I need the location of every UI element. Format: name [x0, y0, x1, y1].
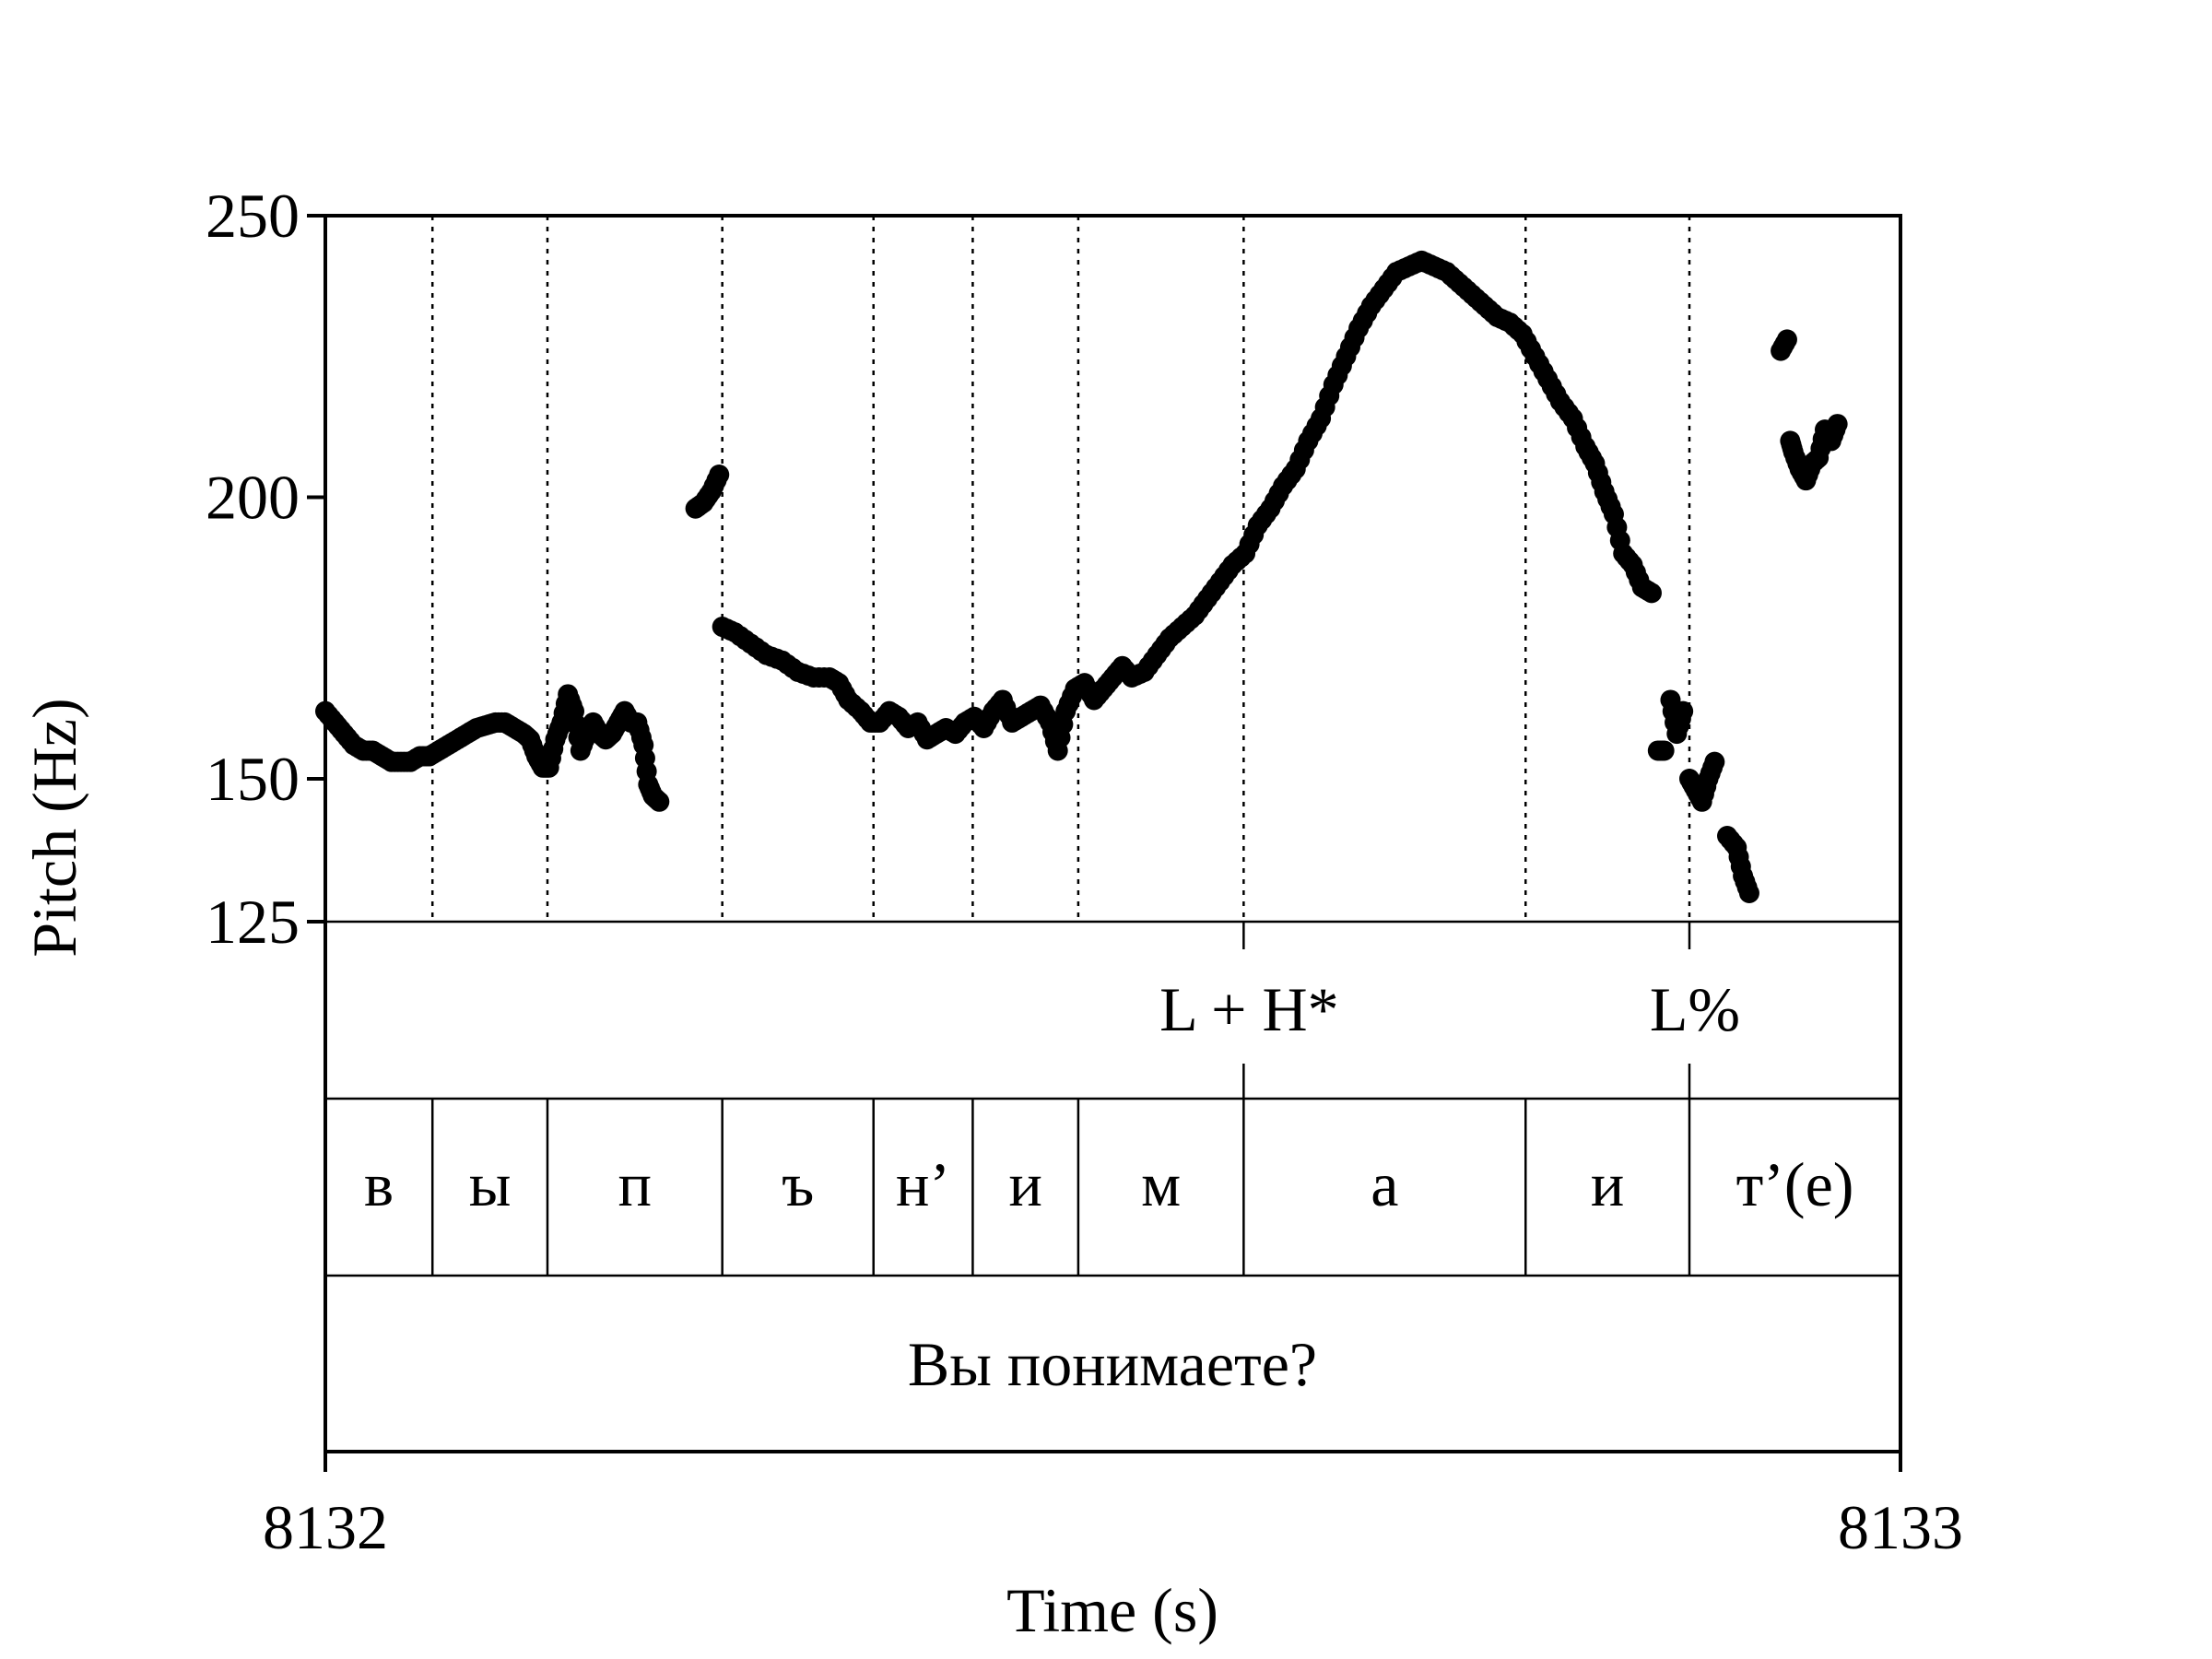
segment-tier-dividers — [430, 1099, 1691, 1276]
pitch-point — [1776, 329, 1797, 350]
segment-label: м — [1141, 1149, 1181, 1219]
segment-label: н’ — [896, 1149, 950, 1219]
segment-label: ы — [469, 1149, 512, 1219]
x-tick-label-end: 8133 — [1838, 1492, 1963, 1562]
pitch-points — [315, 250, 1848, 903]
tone-label: L% — [1650, 974, 1740, 1044]
pitch-point — [1673, 700, 1694, 722]
pitch-point — [1653, 740, 1675, 761]
y-tick-label: 125 — [206, 887, 300, 957]
pitch-point — [1641, 582, 1662, 604]
pitch-point — [1704, 751, 1725, 772]
pitch-point — [649, 791, 670, 812]
y-tick-label: 200 — [206, 463, 300, 533]
pitch-point — [1827, 414, 1848, 435]
segment-label: п — [618, 1149, 652, 1219]
segment-label: а — [1371, 1149, 1398, 1219]
frame-box — [324, 214, 1902, 1453]
chart-frame — [324, 214, 1902, 1472]
segment-label: т’(е) — [1736, 1149, 1854, 1219]
y-axis-ticks: 125 150 200 250 — [206, 181, 325, 957]
y-tick-label: 150 — [206, 744, 300, 814]
tone-labels: L + H* L% — [1159, 974, 1740, 1044]
segment-boundary-lines — [430, 216, 1691, 922]
y-tick-label: 250 — [206, 181, 300, 251]
tone-tier-ticks — [1242, 922, 1691, 1099]
sentence-label: Вы понимаете? — [908, 1329, 1317, 1399]
segment-label: и — [1008, 1149, 1041, 1219]
segment-labels: в ы п ъ н’ и м а и т’(е) — [364, 1149, 1853, 1219]
segment-label: в — [364, 1149, 394, 1219]
pitch-point — [709, 465, 730, 486]
y-axis-label: Pitch (Hz) — [19, 698, 89, 957]
segment-label: ъ — [782, 1149, 814, 1219]
x-tick-label-start: 8132 — [263, 1492, 388, 1562]
pitch-point — [1738, 883, 1759, 903]
x-axis-label: Time (s) — [1006, 1575, 1218, 1645]
tone-label: L + H* — [1159, 974, 1338, 1044]
segment-label: и — [1591, 1149, 1624, 1219]
